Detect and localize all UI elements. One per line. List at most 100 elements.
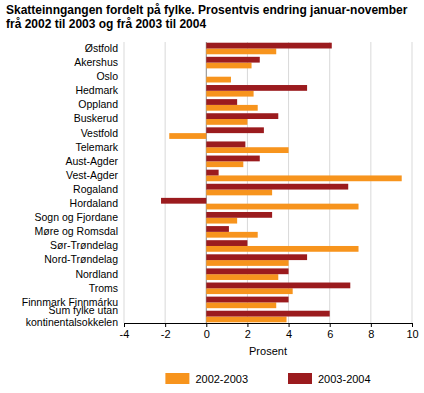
bar — [206, 226, 229, 232]
bar — [206, 297, 288, 303]
bar — [206, 274, 278, 280]
bar — [206, 170, 218, 176]
x-tick-label: 10 — [406, 328, 418, 340]
bar — [206, 317, 286, 323]
y-tick: Hordaland — [70, 197, 124, 209]
legend-label: 2003-2004 — [318, 373, 371, 385]
bar — [206, 254, 307, 260]
grid-line — [412, 42, 413, 323]
grid-line — [370, 42, 371, 323]
y-tick-label: Sogn og Fjordane — [35, 211, 119, 223]
bar — [206, 147, 288, 153]
y-tick-label: Nordland — [75, 268, 118, 280]
title-line: frå 2002 til 2003 og frå 2003 til 2004 — [6, 17, 206, 31]
x-tick: 4 — [286, 323, 292, 340]
y-axis: Østfold Akershus Oslo Hedmark Oppland Buskeru… — [22, 42, 124, 328]
y-tick: Nordland — [75, 268, 124, 280]
x-tick: 2 — [245, 323, 251, 340]
x-tick-mark — [371, 323, 372, 327]
x-tick-label: 6 — [327, 328, 333, 340]
bar — [161, 198, 206, 204]
y-tick-label: Hedmark — [75, 84, 118, 96]
bar — [206, 156, 259, 162]
y-tick-label: Sum fylke utankontinentalsokkelen — [26, 304, 118, 328]
x-tick: -4 — [120, 323, 130, 340]
x-tick-mark — [330, 323, 331, 327]
bar — [206, 43, 331, 49]
y-tick: Nord-Trøndelag — [44, 253, 124, 265]
y-tick: Akershus — [74, 56, 124, 68]
x-tick: 6 — [327, 323, 333, 340]
grid-line — [329, 42, 330, 323]
y-tick-label: Buskerud — [74, 112, 119, 124]
x-tick: 10 — [406, 323, 418, 340]
y-tick: Møre og Romsdal — [35, 225, 124, 237]
grid-line — [288, 42, 289, 323]
bar — [206, 204, 358, 210]
bar — [206, 99, 237, 105]
bar — [206, 113, 278, 119]
y-tick-label-line: Sum fylke utan — [49, 304, 119, 316]
x-tick: -2 — [161, 323, 171, 340]
bar — [206, 288, 292, 294]
x-tick-mark — [412, 323, 413, 327]
bar — [206, 71, 207, 77]
bar — [206, 85, 307, 91]
bar — [206, 119, 247, 125]
y-tick-label: Møre og Romsdal — [35, 225, 118, 237]
y-tick: Østfold — [85, 42, 124, 54]
bar — [206, 184, 348, 190]
y-tick: Hedmark — [75, 84, 124, 96]
bar — [206, 141, 245, 147]
grid-line — [124, 42, 125, 323]
grid-line — [247, 42, 248, 323]
x-tick-label: 0 — [204, 328, 210, 340]
legend-item: 2002-2003 — [165, 373, 248, 385]
legend: 2002-2003 2003-2004 — [165, 373, 370, 385]
bar — [206, 77, 231, 83]
bar — [206, 283, 350, 289]
grid — [124, 42, 412, 323]
y-tick: Troms — [89, 282, 124, 294]
y-tick-label-line: kontinentalsokkelen — [26, 316, 118, 328]
chart-container: Skatteinngangen fordelt på fylke. Prosen… — [0, 0, 424, 393]
legend-swatch — [288, 373, 312, 384]
x-tick-label: -2 — [161, 328, 171, 340]
y-tick: Sum fylke utankontinentalsokkelen — [26, 304, 124, 328]
bar — [206, 218, 237, 224]
y-tick: Vest-Agder — [66, 169, 124, 181]
y-tick-label: Oppland — [78, 98, 118, 110]
grid-line — [206, 42, 207, 323]
bar — [206, 48, 276, 54]
bars-inner — [161, 43, 402, 323]
bar — [206, 232, 257, 238]
y-tick-label: Telemark — [75, 141, 118, 153]
bar — [206, 246, 358, 252]
y-tick: Telemark — [75, 141, 124, 153]
x-axis: -4-20246810 — [120, 323, 419, 340]
bar — [206, 240, 247, 246]
y-tick-label: Aust-Agder — [65, 155, 118, 167]
y-tick-label: Oslo — [96, 70, 118, 82]
chart-svg: Skatteinngangen fordelt på fylke. Prosen… — [0, 0, 424, 393]
y-tick: Sør-Trøndelag — [50, 239, 124, 251]
y-tick: Buskerud — [74, 112, 124, 124]
y-tick-label: Østfold — [85, 42, 118, 54]
bar — [206, 190, 272, 196]
bar — [206, 161, 243, 167]
bar — [206, 260, 288, 266]
x-tick-mark — [289, 323, 290, 327]
x-tick-label: 2 — [245, 328, 251, 340]
y-tick: Rogaland — [73, 183, 124, 195]
x-axis-line — [125, 324, 413, 328]
legend-item: 2003-2004 — [288, 373, 371, 385]
y-tick: Sogn og Fjordane — [35, 211, 124, 223]
title-line: Skatteinngangen fordelt på fylke. Prosen… — [6, 3, 408, 17]
y-tick: Aust-Agder — [65, 155, 124, 167]
x-tick: 0 — [204, 323, 210, 340]
bars — [161, 43, 402, 323]
y-tick-label: Vestfold — [81, 126, 119, 138]
bar — [206, 127, 264, 133]
x-axis-title: Prosent — [249, 345, 287, 357]
y-tick-label: Rogaland — [73, 183, 118, 195]
